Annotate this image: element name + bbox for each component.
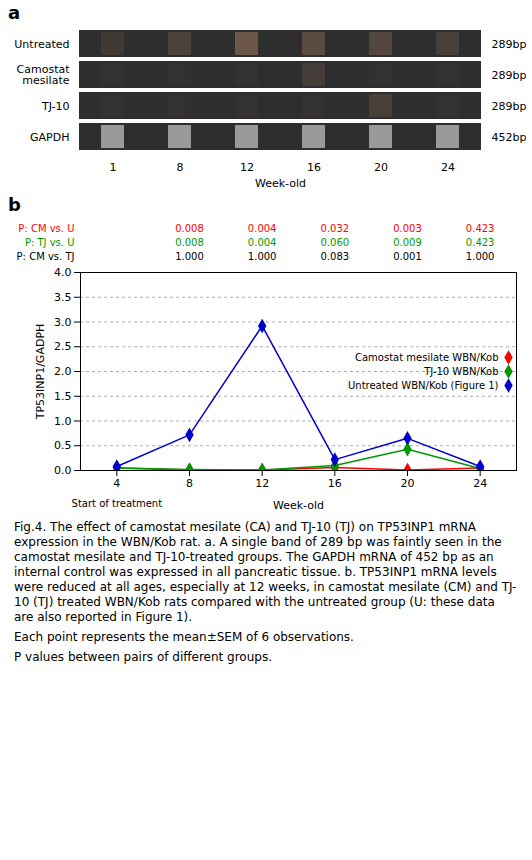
svg-text:Start of treatment: Start of treatment	[72, 498, 163, 509]
svg-text:TP53INP1/GADPH: TP53INP1/GADPH	[34, 324, 47, 421]
svg-text:16: 16	[328, 477, 342, 490]
svg-text:1.000: 1.000	[248, 251, 277, 262]
svg-text:0.5: 0.5	[54, 439, 72, 452]
svg-text:289bp: 289bp	[492, 38, 527, 51]
svg-text:GAPDH: GAPDH	[30, 131, 69, 144]
svg-text:0.004: 0.004	[248, 237, 277, 248]
svg-text:0.003: 0.003	[393, 223, 422, 234]
svg-text:0.008: 0.008	[175, 223, 204, 234]
svg-text:8: 8	[177, 161, 184, 174]
svg-text:P: CM vs. TJ: P: CM vs. TJ	[17, 251, 75, 262]
svg-text:3.0: 3.0	[54, 316, 72, 329]
svg-text:2.5: 2.5	[54, 340, 72, 353]
svg-text:8: 8	[186, 477, 193, 490]
svg-text:452bp: 452bp	[492, 131, 527, 144]
svg-text:20: 20	[401, 477, 415, 490]
svg-text:4.0: 4.0	[54, 266, 72, 279]
svg-text:TJ-10 WBN/Kob: TJ-10 WBN/Kob	[423, 366, 498, 377]
svg-text:3.5: 3.5	[54, 291, 72, 304]
svg-text:16: 16	[307, 161, 321, 174]
svg-text:Untreated: Untreated	[14, 38, 69, 51]
svg-text:0.0: 0.0	[54, 464, 72, 477]
svg-text:4: 4	[113, 477, 120, 490]
svg-text:20: 20	[374, 161, 388, 174]
svg-text:0.083: 0.083	[321, 251, 350, 262]
html-text:Fig.4. The effect of camostat: Fig.4. The effect of camostat mesilate (…	[14, 520, 517, 624]
svg-text:P: CM vs. U: P: CM vs. U	[18, 223, 74, 234]
svg-text:1.0: 1.0	[54, 415, 72, 428]
svg-text:0.060: 0.060	[321, 237, 350, 248]
html-text:P values between pairs of diff: P values between pairs of different grou…	[14, 650, 272, 664]
svg-text:24: 24	[441, 161, 455, 174]
svg-text:0.423: 0.423	[466, 223, 495, 234]
svg-text:1: 1	[110, 161, 117, 174]
html-text:b: b	[8, 194, 21, 215]
svg-text:0.004: 0.004	[248, 223, 277, 234]
svg-text:0.009: 0.009	[393, 237, 422, 248]
svg-text:289bp: 289bp	[492, 100, 527, 113]
svg-text:Camostat mesilate WBN/Kob: Camostat mesilate WBN/Kob	[355, 352, 499, 363]
svg-text:Untreated WBN/Kob (Figure 1): Untreated WBN/Kob (Figure 1)	[348, 380, 499, 391]
svg-text:0.008: 0.008	[175, 237, 204, 248]
html-text:a: a	[8, 2, 21, 23]
svg-text:0.423: 0.423	[466, 237, 495, 248]
svg-text:P: TJ vs. U: P: TJ vs. U	[25, 237, 75, 248]
svg-text:12: 12	[240, 161, 254, 174]
svg-text:0.032: 0.032	[321, 223, 350, 234]
svg-text:1.5: 1.5	[54, 390, 72, 403]
html-text:Each point represents the mean: Each point represents the mean±SEM of 6 …	[14, 630, 354, 644]
svg-text:289bp: 289bp	[492, 69, 527, 82]
svg-text:1.000: 1.000	[175, 251, 204, 262]
svg-text:TJ-10: TJ-10	[41, 100, 70, 113]
svg-text:Camostatmesilate: Camostatmesilate	[17, 63, 71, 87]
svg-text:12: 12	[255, 477, 269, 490]
svg-text:1.000: 1.000	[466, 251, 495, 262]
svg-text:0.001: 0.001	[393, 251, 422, 262]
svg-text:Week-old: Week-old	[273, 499, 324, 512]
svg-text:Week-old: Week-old	[255, 177, 306, 190]
svg-text:2.0: 2.0	[54, 365, 72, 378]
svg-text:24: 24	[473, 477, 487, 490]
